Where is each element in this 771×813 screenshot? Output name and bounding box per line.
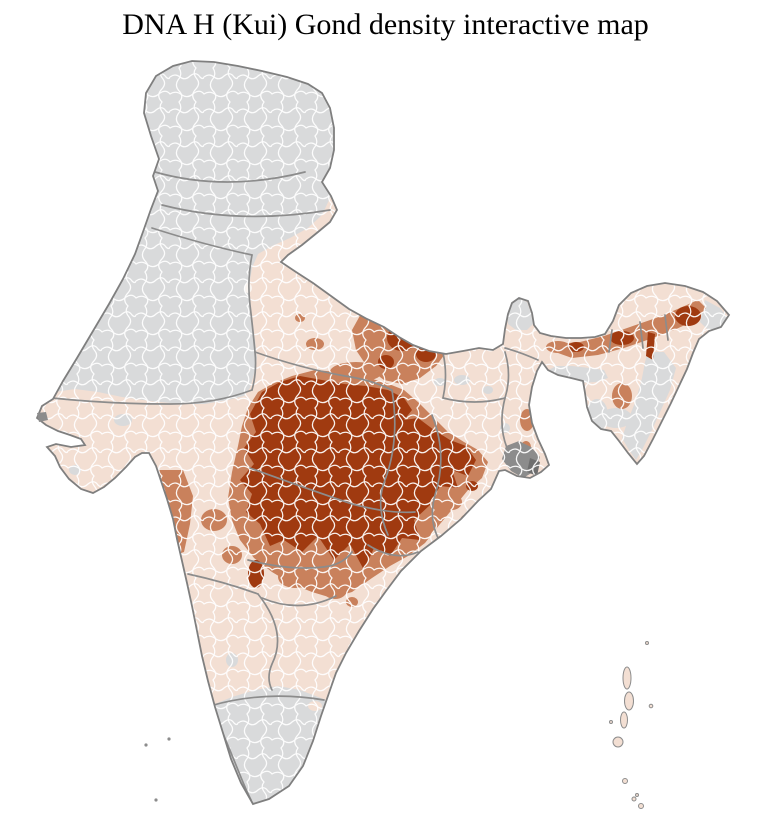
district-medium[interactable] [446,326,458,334]
page-title: DNA H (Kui) Gond density interactive map [122,8,649,41]
state-borders [51,171,669,801]
district-mumbai[interactable] [155,487,163,497]
district-mesh-overlay [37,61,729,804]
district-medium[interactable] [146,507,162,533]
district-kutch-tip [37,412,48,422]
district-no-data[interactable] [396,283,412,293]
district-high[interactable] [405,314,419,326]
andaman-nicobar-islands[interactable] [609,641,654,809]
lakshadweep-islands [144,737,171,802]
